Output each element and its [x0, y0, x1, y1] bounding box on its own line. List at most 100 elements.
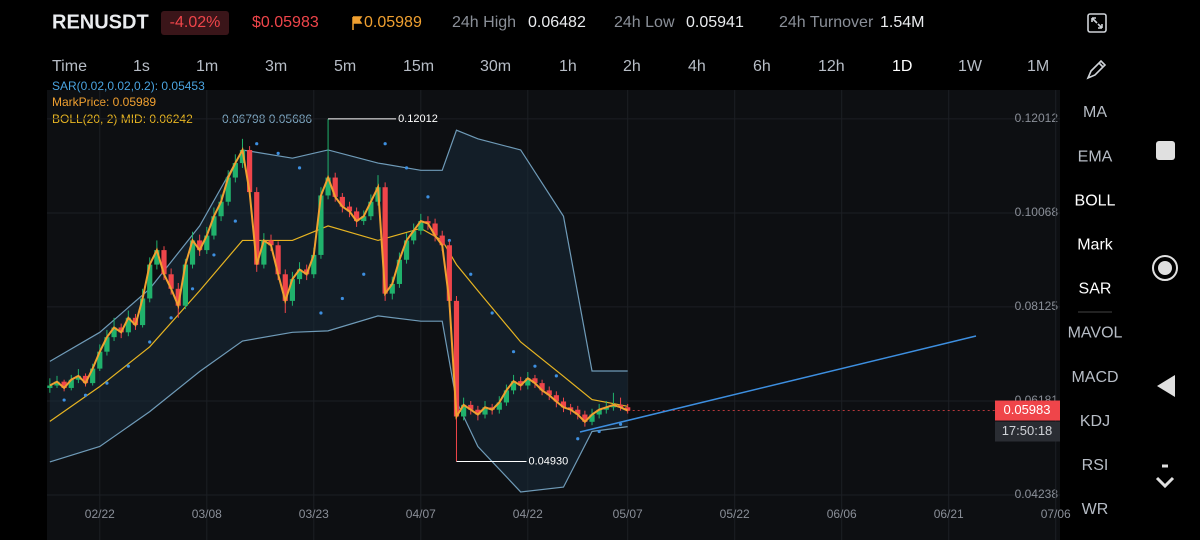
candle-body [354, 211, 360, 222]
candle-body [139, 298, 146, 326]
candle-body [218, 201, 224, 217]
timeframe[interactable]: 5m [334, 58, 356, 75]
menu-item[interactable]: BOLL [1075, 192, 1116, 209]
indicator-sar: SAR(0.02,0.02,0.2): 0.05453 [52, 79, 205, 93]
x-tick-label: 06/06 [827, 507, 857, 521]
x-tick-label: 02/22 [85, 507, 115, 521]
high-marker-label: 0.12012 [398, 113, 438, 125]
stat-label: 24h Low [614, 14, 675, 31]
last-price-tag [995, 400, 1060, 421]
draw-icon[interactable] [1086, 59, 1107, 80]
x-tick-label: 03/08 [192, 507, 222, 521]
nav-down[interactable] [1155, 464, 1175, 489]
candle-body [47, 385, 53, 388]
timeframe[interactable]: 1h [559, 58, 577, 75]
low-marker-label: 0.04930 [528, 455, 568, 467]
boll-lower [49, 315, 628, 493]
candle-body [154, 250, 160, 265]
sar-dot [126, 364, 130, 368]
last-price: $0.05983 [252, 14, 319, 31]
candle-body [617, 404, 624, 408]
timeframe[interactable]: 4h [688, 58, 706, 75]
timeframe[interactable]: 12h [818, 58, 845, 75]
candle-body [204, 235, 210, 251]
menu-item[interactable]: KDJ [1080, 413, 1110, 430]
x-tick-label: 07/06 [1041, 507, 1071, 521]
candle-body [90, 368, 96, 384]
sar-dot [62, 398, 66, 402]
sar-dot [319, 311, 323, 315]
indicator-mark: MarkPrice: 0.05989 [52, 95, 156, 109]
menu-item[interactable]: WR [1082, 501, 1109, 518]
candle-body [610, 404, 617, 408]
sar-dot [233, 219, 237, 223]
candle-body [361, 216, 367, 222]
menu-item[interactable]: MAVOL [1068, 325, 1123, 342]
candle-body [461, 404, 467, 417]
sar-dot [404, 166, 409, 170]
candle-body [368, 201, 374, 217]
nav-back[interactable] [1157, 375, 1175, 397]
timeframe[interactable]: 6h [753, 58, 771, 75]
timeframe[interactable]: 1W [958, 58, 983, 75]
nav-recent[interactable] [1156, 141, 1175, 160]
stat-label: 24h High [452, 14, 516, 31]
sar-dot [597, 429, 601, 434]
menu-item[interactable]: Mark [1077, 237, 1114, 254]
menu-item[interactable]: MACD [1071, 369, 1118, 386]
menu-item[interactable]: MA [1083, 104, 1107, 121]
candle-body [568, 407, 574, 410]
timeframe[interactable]: 30m [480, 58, 511, 75]
candle-body [147, 264, 153, 299]
timeframe[interactable]: 1D [892, 58, 912, 75]
x-tick-label: 05/07 [613, 507, 643, 521]
timeframe[interactable]: 1M [1027, 58, 1049, 75]
candle-body [189, 240, 196, 265]
timeframe[interactable]: 2h [623, 58, 641, 75]
candle-body [296, 269, 303, 280]
candle-body [453, 300, 460, 417]
candle-body [182, 264, 188, 306]
timeframe[interactable]: 1m [196, 58, 218, 75]
sar-dot [169, 316, 173, 320]
nav-home[interactable] [1152, 255, 1178, 281]
timeframe[interactable]: Time [52, 58, 87, 75]
sar-dot [297, 166, 302, 170]
candle-body [625, 407, 631, 411]
candle-body [575, 409, 581, 415]
menu-item[interactable]: RSI [1082, 457, 1109, 474]
mark-price-line [49, 146, 629, 424]
candle-body [346, 206, 353, 212]
chart: 0.120120.100680.081250.061810.0423802/22… [47, 90, 1071, 540]
sar-dot [83, 393, 88, 397]
sar-dot [362, 272, 366, 276]
fullscreen-icon[interactable] [1087, 13, 1107, 33]
candle-body [432, 223, 438, 236]
candle-body [175, 288, 181, 306]
candle-body [247, 149, 253, 193]
x-tick-label: 03/23 [299, 507, 329, 521]
timeframe[interactable]: 1s [133, 58, 150, 75]
candle-body [68, 379, 74, 388]
x-tick-label: 06/21 [934, 507, 964, 521]
stat-value: 1.54M [880, 14, 924, 31]
sar-dot [533, 364, 537, 368]
sar-dot [340, 296, 344, 301]
menu-item[interactable]: EMA [1078, 148, 1113, 165]
trend-line [579, 335, 977, 433]
candle-body [325, 177, 331, 196]
countdown-tag [995, 421, 1060, 442]
candle-body [268, 240, 274, 246]
sar-dot [576, 437, 580, 441]
timeframe[interactable]: 15m [403, 58, 434, 75]
flag-icon [352, 16, 363, 30]
nav-home-dot [1158, 261, 1172, 275]
candle-body [97, 351, 103, 369]
candle-body [61, 381, 67, 388]
candle-body [418, 221, 424, 231]
menu-item[interactable]: SAR [1079, 281, 1112, 298]
timeframe[interactable]: 3m [265, 58, 287, 75]
candle-body [482, 407, 488, 415]
